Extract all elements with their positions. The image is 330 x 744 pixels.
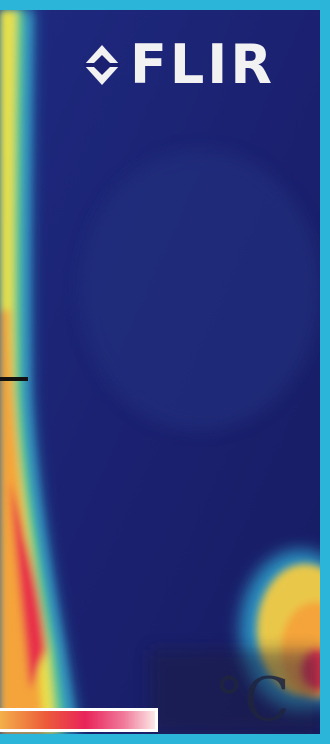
logo-text: FLIR: [130, 33, 275, 96]
temperature-scale-bar: [0, 708, 158, 732]
unit-label: °C: [214, 665, 290, 734]
flir-logo: FLIR: [80, 38, 275, 92]
thermal-image: FLIR °C: [0, 10, 320, 734]
flir-diamond-icon: [84, 45, 120, 85]
crosshair-marker: [0, 377, 28, 381]
thermal-heatmap: [0, 10, 320, 734]
